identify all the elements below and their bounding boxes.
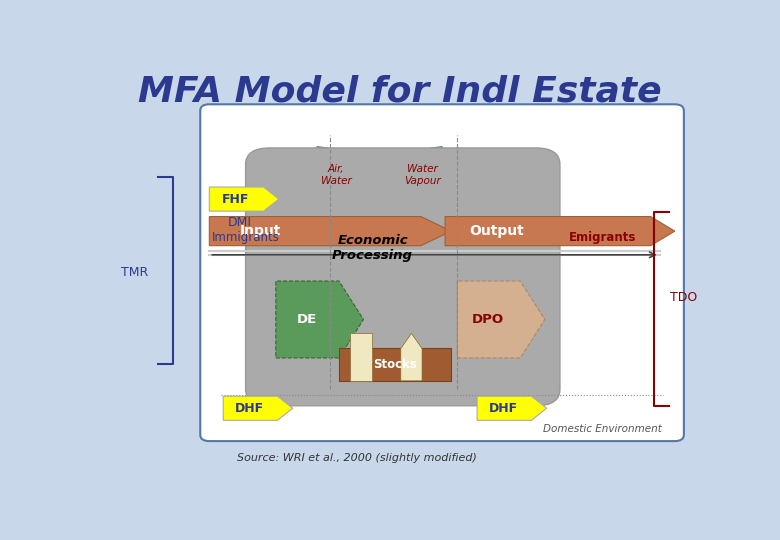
Text: MFA Model for Indl Estate: MFA Model for Indl Estate <box>138 75 661 109</box>
Text: Output: Output <box>469 224 524 238</box>
FancyBboxPatch shape <box>388 147 457 203</box>
FancyBboxPatch shape <box>302 147 370 203</box>
Text: DHF: DHF <box>489 402 518 415</box>
Text: Input: Input <box>240 224 282 238</box>
Text: FHF: FHF <box>222 193 250 206</box>
Text: Immigrants: Immigrants <box>211 232 279 245</box>
Text: DMI: DMI <box>228 217 252 230</box>
Polygon shape <box>209 217 451 246</box>
Text: Source: WRI et al., 2000 (slightly modified): Source: WRI et al., 2000 (slightly modif… <box>237 453 477 463</box>
Polygon shape <box>223 396 292 420</box>
Polygon shape <box>209 187 279 211</box>
Polygon shape <box>445 217 675 246</box>
Text: DPO: DPO <box>472 313 504 326</box>
Bar <box>350 333 372 381</box>
Polygon shape <box>276 281 363 358</box>
Text: Economic
Processing: Economic Processing <box>332 234 413 262</box>
Bar <box>339 348 451 381</box>
Polygon shape <box>401 333 422 381</box>
Text: DE: DE <box>296 313 317 326</box>
Text: DHF: DHF <box>235 402 264 415</box>
Polygon shape <box>457 281 544 358</box>
Text: Water
Vapour: Water Vapour <box>404 164 441 186</box>
Text: Stocks: Stocks <box>374 358 417 371</box>
Polygon shape <box>477 396 547 420</box>
FancyBboxPatch shape <box>246 148 560 406</box>
Text: Emigrants: Emigrants <box>569 232 636 245</box>
Text: TMR: TMR <box>122 266 149 279</box>
FancyBboxPatch shape <box>200 104 684 441</box>
Text: Air,
Water: Air, Water <box>321 164 352 186</box>
Text: TDO: TDO <box>670 291 697 304</box>
Text: Domestic Environment: Domestic Environment <box>543 423 661 434</box>
